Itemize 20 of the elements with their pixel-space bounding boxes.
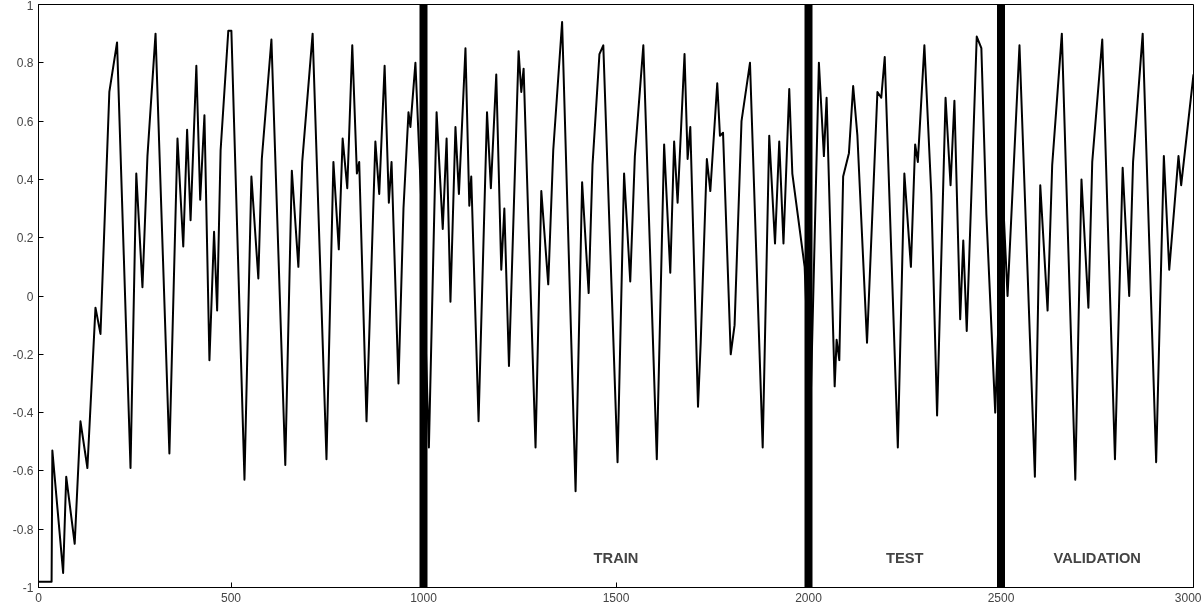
x-tick-label: 1000: [410, 590, 438, 605]
annotation: VALIDATION: [1053, 550, 1141, 567]
annotation: TEST: [886, 550, 924, 567]
x-tick-label: 1500: [602, 590, 630, 605]
y-tick-label: 0.2: [16, 231, 34, 246]
y-tick-label: 0.8: [16, 56, 34, 71]
y-tick-label: -0.6: [12, 464, 34, 479]
x-tick-label: 3000: [1174, 590, 1201, 605]
y-tick-label: 0: [26, 289, 34, 304]
y-tick-label: 0.6: [16, 114, 34, 129]
y-tick-label: 0.4: [16, 172, 34, 187]
x-tick-label: 2500: [987, 590, 1015, 605]
y-tick-label: 1: [26, 0, 34, 13]
y-tick-label: -1: [22, 581, 34, 595]
annotation: TRAIN: [593, 550, 639, 567]
y-tick-label: -0.8: [12, 522, 34, 537]
y-tick-label: -0.2: [12, 347, 34, 362]
x-tick-label: 500: [220, 590, 242, 605]
y-tick-label: -0.4: [12, 406, 34, 421]
x-tick-label: 2000: [795, 590, 823, 605]
